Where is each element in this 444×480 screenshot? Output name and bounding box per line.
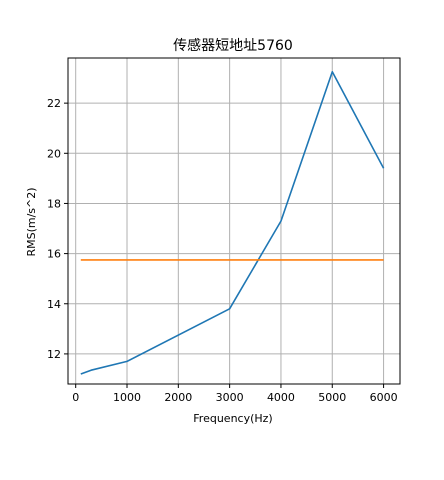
y-tick-label: 12 (47, 348, 61, 361)
x-tick-label: 3000 (216, 391, 244, 404)
y-ticks: 12 14 16 18 20 22 (47, 97, 68, 361)
x-ticks: 0 1000 2000 3000 4000 5000 6000 (72, 384, 398, 404)
x-tick-label: 4000 (267, 391, 295, 404)
x-tick-label: 1000 (113, 391, 141, 404)
y-tick-label: 14 (47, 298, 61, 311)
x-tick-label: 5000 (318, 391, 346, 404)
x-tick-label: 0 (72, 391, 79, 404)
series-line-1 (80, 71, 385, 375)
y-tick-label: 18 (47, 197, 61, 210)
series-lines (80, 71, 385, 375)
plot-frame (67, 57, 401, 385)
x-axis-label: Frequency(Hz) (193, 412, 272, 425)
y-tick-label: 16 (47, 248, 61, 261)
x-tick-label: 2000 (164, 391, 192, 404)
chart-title: 传感器短地址5760 (173, 37, 293, 54)
y-tick-label: 20 (47, 147, 61, 160)
y-tick-label: 22 (47, 97, 61, 110)
y-axis-label: RMS(m/s^2) (25, 187, 38, 256)
x-tick-label: 6000 (370, 391, 398, 404)
